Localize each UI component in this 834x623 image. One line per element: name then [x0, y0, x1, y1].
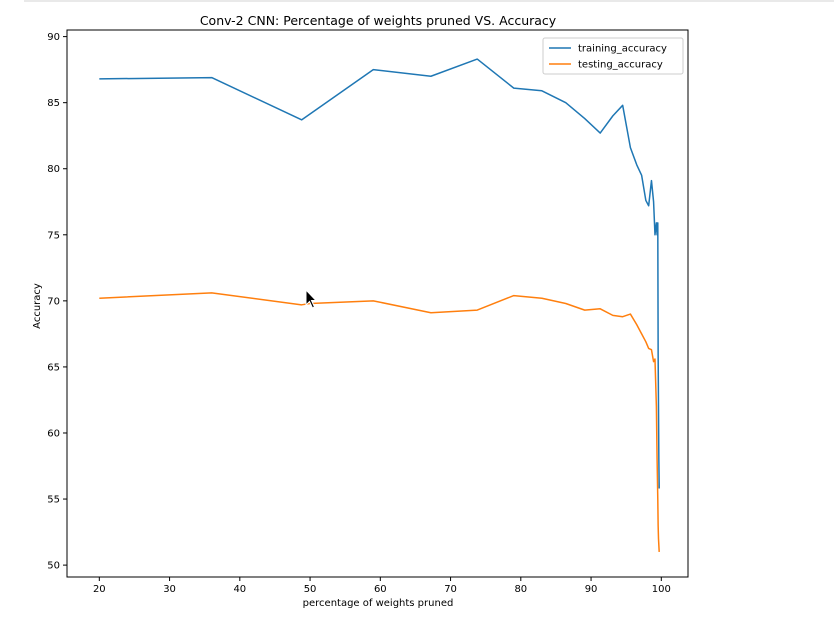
legend-label-testing_accuracy: testing_accuracy [578, 60, 663, 71]
x-tick-label: 20 [93, 584, 106, 595]
mouse-cursor-icon [305, 288, 318, 309]
y-tick-label: 90 [47, 32, 60, 43]
x-tick-label: 30 [163, 584, 176, 595]
axes-frame [66, 29, 689, 578]
y-axis-label: Accuracy [32, 283, 43, 329]
legend: training_accuracy testing_accuracy [542, 37, 684, 75]
y-tick-label: 55 [47, 495, 60, 506]
x-tick-label: 70 [444, 584, 457, 595]
plot-area [99, 58, 660, 552]
axes: 20 30 40 50 60 70 80 90 100 50 55 60 65 70 75 80 85 90 [47, 29, 689, 595]
page-top-divider [24, 0, 834, 2]
x-tick-label: 90 [585, 584, 598, 595]
legend-box [542, 37, 684, 75]
y-tick-label: 65 [47, 362, 60, 373]
y-tick-label: 50 [47, 561, 60, 572]
y-tick-label: 60 [47, 428, 60, 439]
y-tick-label: 80 [47, 164, 60, 175]
y-tick-label: 85 [47, 98, 60, 109]
series-line-testing_accuracy [99, 292, 660, 552]
x-tick-label: 60 [374, 584, 387, 595]
x-tick-label: 80 [514, 584, 527, 595]
y-tick-label: 75 [47, 230, 60, 241]
x-tick-label: 40 [233, 584, 246, 595]
chart-title: Conv-2 CNN: Percentage of weights pruned… [200, 13, 557, 28]
y-tick-label: 70 [47, 296, 60, 307]
series-line-training_accuracy [99, 58, 660, 489]
legend-label-training_accuracy: training_accuracy [578, 44, 667, 55]
x-tick-label: 100 [652, 584, 671, 595]
x-axis-label: percentage of weights pruned [303, 598, 454, 609]
x-tick-label: 50 [304, 584, 317, 595]
